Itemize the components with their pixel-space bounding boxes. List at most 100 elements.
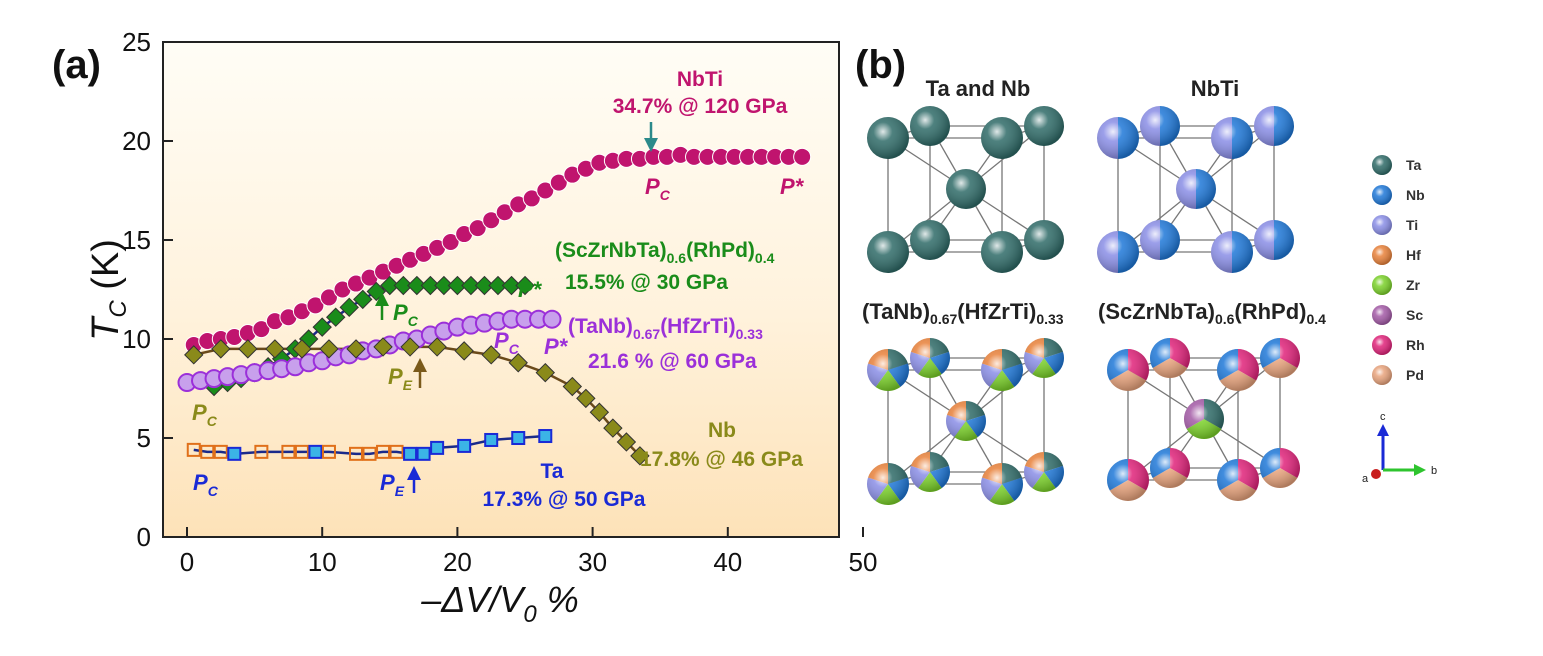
label-nb: Nb [708,419,736,442]
data-point [380,275,400,296]
atom [1254,220,1294,260]
data-point [589,402,610,422]
annot-ta-pc: PC [193,470,219,499]
data-point [616,432,637,452]
data-point [349,446,363,461]
panel-a-label: (a) [52,43,101,87]
data-point [321,444,336,459]
data-point [427,337,447,357]
data-point [292,339,312,359]
legend-swatch-shine [1372,245,1392,265]
data-point [603,418,623,438]
data-point [389,444,404,459]
annot-sc-pc: PC [393,300,419,329]
data-point [511,431,526,445]
y-tick-label: 10 [122,324,151,354]
legend-label: Ti [1406,217,1418,233]
y-tick-label: 15 [122,225,151,255]
data-point [308,444,323,459]
data-point [400,337,420,357]
data-point [430,440,445,455]
note-nb: 17.8% @ 46 GPa [640,448,803,471]
data-point [319,288,338,307]
annot-nbti-pstar: P* [780,174,805,199]
atom [1217,459,1259,501]
data-point [434,275,454,296]
data-point [515,275,535,296]
atom-center [946,401,986,441]
note-ta: 17.3% @ 50 GPa [483,488,646,511]
annot-ta-pe: PE [380,470,405,499]
annot-nbti-pc: PC [645,174,671,203]
atom [981,117,1023,159]
data-point [538,429,553,444]
atom-center [946,169,986,209]
data-point [254,444,269,459]
x-tick-label: 20 [443,547,472,577]
element-legend: Ta Nb Ti Hf Zr Sc Rh Pd [1372,155,1425,385]
atom [910,452,950,492]
data-point [488,275,508,296]
atom [1097,231,1139,273]
atom [1259,338,1300,379]
title-hea2: (ScZrNbTa)0.6(RhPd)0.4 [1098,299,1326,327]
data-point [482,211,501,230]
legend-swatch-shine [1372,305,1392,325]
legend-label: Hf [1406,247,1421,263]
data-point [238,339,258,359]
atom [1024,452,1064,492]
annot-tanb-pstar: P* [544,334,569,359]
data-point [319,339,339,359]
atom [1259,448,1300,489]
atom-center [1184,399,1225,440]
atom [867,463,909,505]
data-point [630,446,650,466]
atom [910,338,950,378]
data-point [793,147,812,166]
axis-c-label: c [1380,411,1386,423]
legend-label: Sc [1406,307,1423,323]
data-point [562,376,583,397]
legend-swatch-shine [1372,155,1392,175]
data-point [420,275,441,296]
data-point [362,446,377,461]
y-tick-label: 25 [122,27,151,57]
y-tick-label: 0 [137,522,151,552]
annot-nb-pc: PC [192,400,218,429]
annot-tanb-pc: PC [494,328,520,357]
atom [1211,117,1253,159]
data-point [576,388,596,409]
data-marks [177,145,812,466]
atom [1217,349,1259,391]
data-point [186,442,201,457]
atom [910,106,950,146]
data-point [457,438,472,453]
label-ta: Ta [541,460,564,483]
axis-b-label: b [1431,465,1437,477]
atom [981,231,1023,273]
data-point [306,296,325,315]
data-point [461,275,481,296]
label-tanb: (TaNb)0.67(HfZrTi)0.33 [568,315,763,342]
data-point [227,446,242,461]
data-point [501,275,522,296]
panel-b-label: (b) [855,43,906,87]
data-point [474,275,495,296]
title-ta-nb: Ta and Nb [926,76,1031,101]
data-point [447,275,468,296]
data-point [353,289,373,310]
annot-sc-pstar: P* [518,277,543,302]
x-tick-label: 30 [578,547,607,577]
x-tick-label: 50 [849,547,878,577]
data-point [281,444,296,459]
atom [1140,220,1180,260]
atom-center [1176,169,1216,209]
atom [1097,117,1139,159]
legend-label: Nb [1406,187,1425,203]
axis-triad: c b a [1362,411,1437,485]
atom [1023,338,1064,378]
data-point [252,320,271,339]
legend-swatch-shine [1372,215,1392,235]
x-axis-label: –ΔV/V0 % [420,579,579,628]
